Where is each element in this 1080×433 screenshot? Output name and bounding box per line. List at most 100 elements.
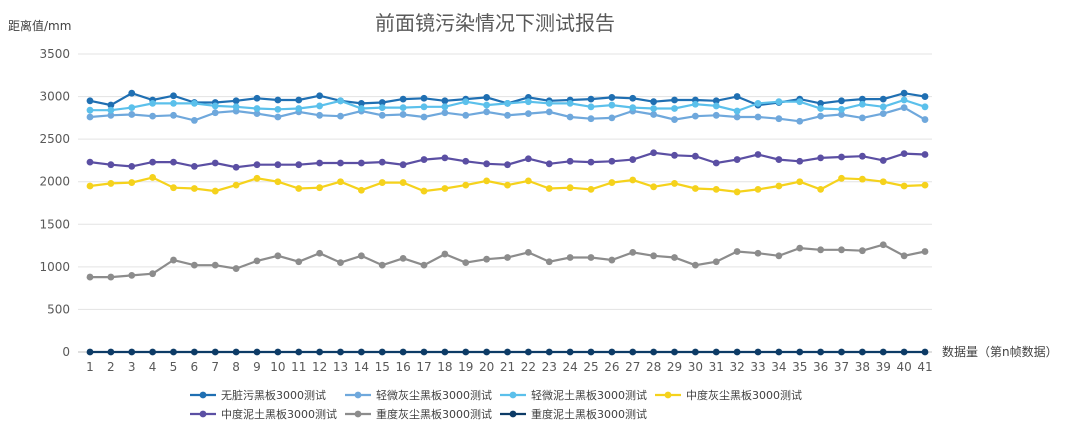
data-point: [754, 113, 762, 121]
data-point: [650, 105, 658, 112]
data-point: [838, 111, 845, 118]
data-point: [608, 94, 616, 101]
x-tick-label: 12: [312, 360, 327, 374]
data-point: [524, 110, 532, 117]
data-point: [316, 184, 324, 192]
data-point: [170, 92, 177, 100]
data-point: [524, 248, 532, 256]
data-point: [253, 161, 261, 169]
legend-item: 中度泥土黑板3000测试: [190, 407, 337, 421]
data-point: [378, 348, 386, 356]
data-point: [170, 99, 177, 107]
data-point: [900, 252, 908, 260]
data-point: [399, 95, 407, 103]
data-point: [170, 111, 177, 119]
data-point: [232, 348, 240, 356]
data-point: [378, 104, 386, 112]
data-point: [337, 159, 344, 167]
data-point: [149, 99, 157, 107]
x-tick-label: 14: [354, 360, 369, 374]
data-point: [86, 273, 94, 281]
data-point: [587, 115, 595, 123]
data-point: [316, 348, 324, 356]
data-point: [295, 161, 303, 169]
data-point: [504, 161, 511, 169]
data-point: [587, 348, 595, 356]
series-3: [86, 96, 929, 115]
data-point: [900, 96, 908, 104]
data-point: [128, 162, 136, 170]
x-tick-label: 15: [375, 360, 390, 374]
y-tick-label: 2000: [39, 175, 70, 189]
data-point: [858, 100, 866, 108]
data-point: [858, 348, 866, 356]
data-point: [420, 348, 428, 356]
data-point: [211, 102, 219, 110]
series-7: [86, 348, 929, 356]
data-point: [796, 98, 804, 106]
legend-item: 轻微灰尘黑板3000测试: [345, 388, 492, 402]
data-point: [357, 186, 365, 194]
data-point: [650, 149, 658, 157]
y-tick-label: 1500: [39, 217, 70, 231]
data-point: [170, 256, 177, 264]
data-point: [232, 103, 240, 111]
gridlines: [78, 53, 932, 353]
data-point: [566, 113, 574, 121]
data-point: [712, 97, 720, 105]
data-point: [128, 89, 136, 97]
data-point: [733, 107, 741, 115]
data-point: [733, 156, 741, 163]
data-point: [754, 348, 762, 356]
data-point: [838, 174, 845, 182]
y-tick-label: 1000: [39, 260, 70, 274]
x-tick-label: 41: [917, 360, 932, 374]
data-point: [796, 117, 804, 125]
data-point: [232, 163, 240, 171]
data-point: [170, 348, 177, 356]
data-point: [775, 182, 783, 190]
data-point: [629, 156, 637, 163]
y-tick-label: 2500: [39, 132, 70, 146]
y-tick-label: 500: [47, 302, 70, 316]
data-point: [357, 252, 365, 260]
x-tick-labels: 1 2 3 4 5 6 7 8 9 10 11 12 13 14 15 16 17 18 19 20 21 22 23 24 2…: [86, 360, 932, 374]
data-point: [566, 157, 574, 165]
data-point: [608, 157, 616, 165]
data-point: [420, 261, 428, 269]
data-point: [629, 94, 637, 102]
data-point: [608, 114, 616, 122]
data-point: [107, 161, 115, 169]
x-tick-label: 37: [834, 360, 849, 374]
data-point: [357, 348, 365, 356]
data-point: [629, 248, 637, 256]
data-point: [504, 99, 511, 107]
data-point: [775, 348, 783, 356]
data-point: [211, 159, 219, 167]
data-point: [253, 257, 261, 265]
data-point: [754, 249, 762, 257]
data-point: [190, 99, 198, 107]
data-point: [504, 348, 511, 356]
data-point: [170, 158, 177, 166]
x-tick-label: 17: [416, 360, 431, 374]
x-tick-label: 31: [709, 360, 724, 374]
x-tick-label: 20: [479, 360, 494, 374]
data-point: [587, 185, 595, 193]
data-point: [483, 160, 491, 168]
data-point: [420, 113, 428, 121]
data-point: [691, 261, 699, 269]
data-point: [671, 180, 678, 187]
legend-item: 无脏污黑板3000测试: [190, 388, 326, 402]
legend-item: 重度泥土黑板3000测试: [500, 407, 647, 421]
data-point: [211, 187, 219, 195]
data-point: [504, 254, 511, 261]
data-point: [858, 247, 866, 255]
data-point: [441, 185, 449, 192]
data-point: [128, 111, 136, 118]
data-point: [274, 96, 282, 104]
data-point: [879, 110, 887, 117]
data-point: [274, 113, 282, 121]
data-point: [274, 178, 282, 186]
data-point: [921, 248, 929, 255]
